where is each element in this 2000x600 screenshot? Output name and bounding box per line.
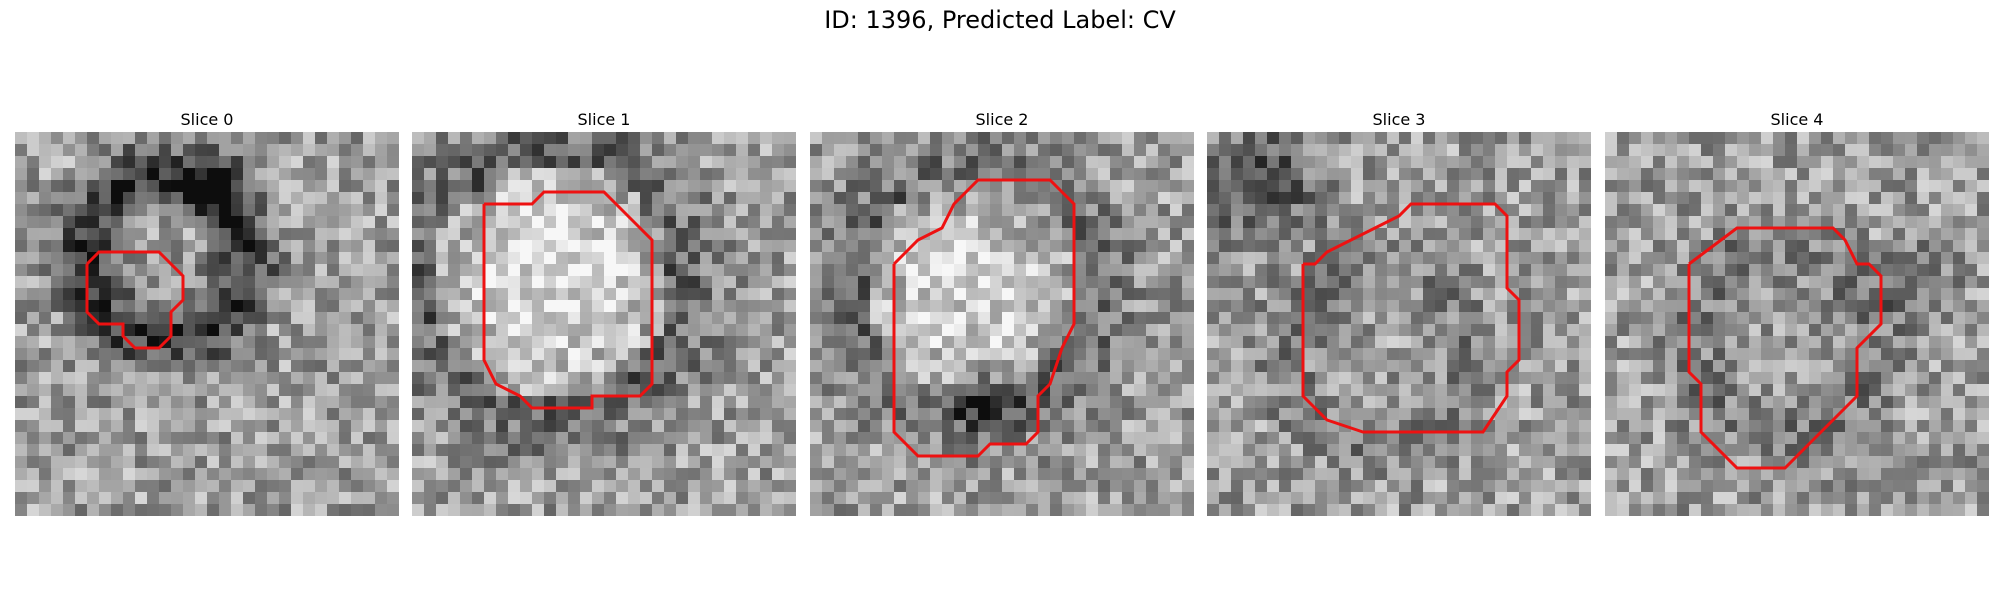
segmentation-contour [1687,226,1883,470]
segmentation-contour [892,178,1076,458]
segmentation-contour [482,190,654,410]
segmentation-contour [1301,202,1521,434]
slice-title: Slice 2 [975,110,1029,129]
grayscale-patch [412,132,796,516]
slice-image [1207,132,1591,516]
grayscale-patch [15,132,399,516]
slice-panel-1: Slice 1 [412,108,796,516]
slice-title: Slice 4 [1770,110,1824,129]
slice-image [412,132,796,516]
segmentation-contour [85,250,185,350]
grayscale-patch [810,132,1194,516]
slice-panel-2: Slice 2 [810,108,1194,516]
slice-title: Slice 3 [1372,110,1426,129]
slice-panel-0: Slice 0 [15,108,399,516]
slice-image [1605,132,1989,516]
grayscale-patch [1605,132,1989,516]
grayscale-patch [1207,132,1591,516]
slice-panel-3: Slice 3 [1207,108,1591,516]
slice-title: Slice 0 [180,110,234,129]
slice-image [15,132,399,516]
figure-title: ID: 1396, Predicted Label: CV [824,6,1176,34]
slice-image [810,132,1194,516]
slice-panel-4: Slice 4 [1605,108,1989,516]
slice-title: Slice 1 [577,110,631,129]
